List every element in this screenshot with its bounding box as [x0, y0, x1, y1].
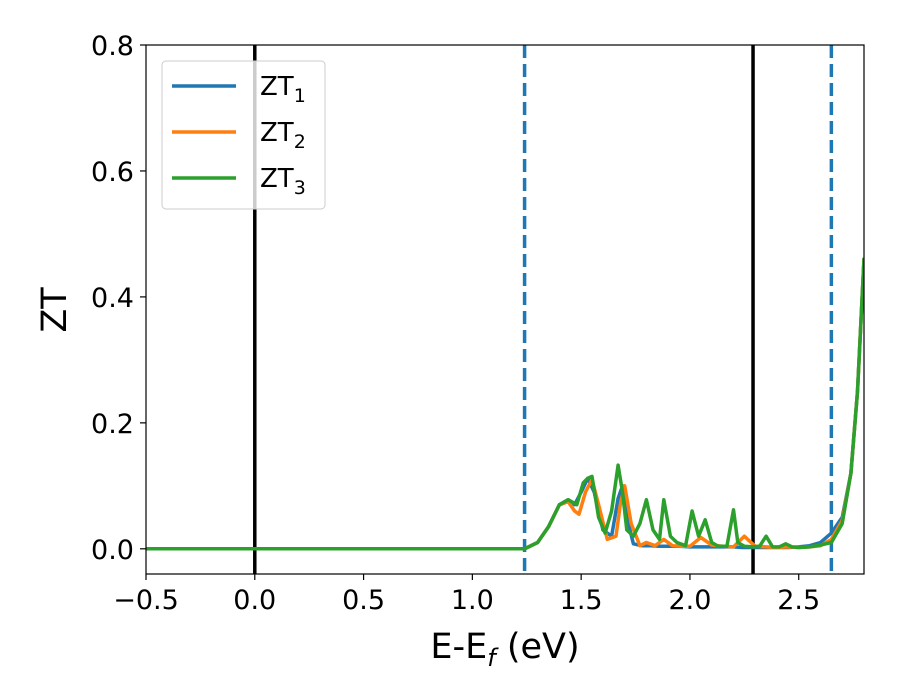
- x-tick-label: 1.5: [560, 585, 603, 616]
- y-tick-label: 0.4: [91, 283, 134, 314]
- legend: ZT1 ZT2 ZT3: [161, 60, 326, 210]
- x-tick-label: 2.5: [777, 585, 820, 616]
- x-axis-label: E-Ef (eV): [430, 627, 579, 672]
- x-axis: −0.5 0.0 0.5 1.0 1.5 2.0 2.5: [113, 574, 820, 616]
- legend-label-2: ZT2: [260, 118, 306, 153]
- y-tick-label: 0.0: [91, 535, 134, 566]
- y-tick-label: 0.6: [91, 157, 134, 188]
- plot-frame: [145, 44, 865, 575]
- x-tick-label: 1.0: [451, 585, 494, 616]
- x-tick-label: 2.0: [668, 585, 711, 616]
- y-axis-label: ZT: [35, 287, 75, 333]
- y-tick-label: 0.2: [91, 409, 134, 440]
- x-tick-label: 0.0: [233, 585, 276, 616]
- legend-label-1: ZT1: [260, 72, 306, 107]
- legend-box: [161, 60, 326, 210]
- y-tick-label: 0.8: [91, 31, 134, 62]
- series-lines: [146, 257, 864, 551]
- series-line-3: [146, 257, 864, 551]
- x-tick-label: −0.5: [113, 585, 179, 616]
- legend-label-3: ZT3: [260, 164, 306, 199]
- y-axis: 0.0 0.2 0.4 0.6 0.8: [91, 31, 146, 566]
- x-tick-label: 0.5: [342, 585, 385, 616]
